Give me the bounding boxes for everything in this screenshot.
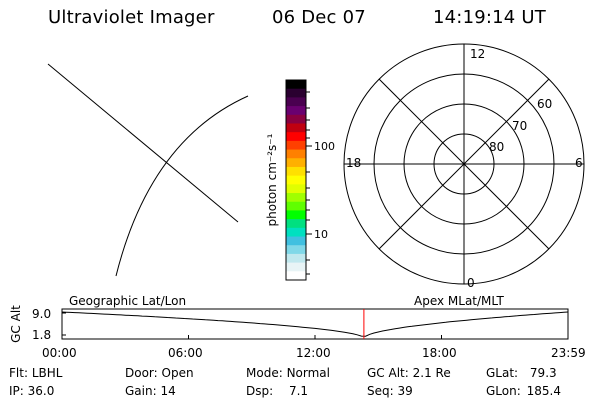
colorbar-segment (286, 193, 306, 203)
colorbar-segment (286, 262, 306, 272)
status-dsp-value: 7.1 (288, 384, 309, 398)
colorbar-ticks (306, 91, 312, 275)
timeline-ticks (61, 312, 569, 339)
y-tick-label-top: 9.0 (32, 307, 52, 321)
status-mode-label: Mode: (246, 366, 283, 380)
status-gain: Gain: 14 (125, 384, 176, 398)
status-glon-label: GLon: (486, 384, 521, 398)
geographic-grid (47, 63, 249, 277)
timeline-right-label: Apex MLat/MLT (414, 294, 504, 308)
mlt-label-0: 0 (467, 276, 475, 290)
colorbar-segment (286, 123, 306, 133)
status-gain-value: 14 (160, 384, 176, 398)
colorbar-segment (286, 114, 306, 125)
status-seq-value: 39 (397, 384, 413, 398)
status-door-value: Open (161, 366, 194, 380)
status-gcalt: GC Alt: 2.1 Re (367, 366, 451, 380)
colorbar-segment (286, 88, 306, 98)
colorbar-segment (286, 227, 306, 238)
status-ip-label: IP: (9, 384, 24, 398)
colorbar-segment (286, 210, 306, 220)
timeline-frame (61, 308, 569, 340)
status-filter-label: Flt: (9, 366, 28, 380)
status-gcalt-value: 2.1 Re (412, 366, 451, 380)
status-filter-value: LBHL (31, 366, 63, 380)
status-glon: GLon: 185.4 (486, 384, 561, 398)
status-gain-label: Gain: (125, 384, 157, 398)
colorbar-segment (286, 140, 306, 151)
colorbar-segment (286, 245, 306, 255)
instrument-title: Ultraviolet Imager (48, 7, 215, 28)
status-gcalt-label: GC Alt: (367, 366, 409, 380)
status-glon-value: 185.4 (526, 384, 561, 398)
header-date: 06 Dec 07 (272, 7, 366, 28)
colorbar-segment (286, 106, 306, 116)
x-tick-label-1800: 18:00 (422, 346, 457, 360)
colorbar-segment (286, 158, 306, 168)
polar-diagonal-ne-sw (378, 78, 550, 250)
timeline-left-label: Geographic Lat/Lon (69, 294, 187, 308)
colorbar-segment (286, 149, 306, 159)
colorbar-segment (286, 132, 306, 142)
status-door-label: Door: (125, 366, 158, 380)
status-glat-label: GLat: (486, 366, 519, 380)
mlt-label-6: 6 (575, 156, 583, 170)
colorbar-segment (286, 184, 306, 194)
geo-grid-line-curve (115, 95, 249, 277)
timeline-y-label: GC Alt (9, 305, 23, 343)
status-glat-value: 79.3 (529, 366, 557, 380)
status-door: Door: Open (125, 366, 194, 380)
header-time: 14:19:14 UT (433, 7, 546, 28)
geo-grid-line-diagonal (47, 63, 239, 223)
colorbar-tick-label-10: 10 (314, 228, 328, 241)
mlat-label-60: 60 (537, 97, 553, 111)
x-tick-label-1200: 12:00 (296, 346, 331, 360)
polar-plot (343, 43, 585, 285)
x-tick-label-2359: 23:59 (551, 346, 586, 360)
colorbar-segment (286, 80, 306, 90)
status-mode: Mode: Normal (246, 366, 330, 380)
status-glat: GLat: 79.3 (486, 366, 557, 380)
mlat-label-70: 70 (512, 119, 528, 133)
colorbar-segment (286, 166, 306, 177)
status-seq-label: Seq: (367, 384, 394, 398)
status-ip-value: 36.0 (27, 384, 55, 398)
y-tick-label-bottom: 1.8 (32, 328, 52, 342)
status-seq: Seq: 39 (367, 384, 413, 398)
mlt-label-18: 18 (346, 156, 362, 170)
x-tick-label-0000: 00:00 (42, 346, 77, 360)
status-ip: IP: 36.0 (9, 384, 54, 398)
colorbar-unit-label: photon cm⁻²s⁻¹ (265, 133, 279, 226)
colorbar-segment (286, 97, 306, 107)
gc-altitude-curve (61, 311, 569, 337)
colorbar (286, 80, 306, 281)
colorbar-segment (286, 253, 306, 264)
colorbar-segment (286, 236, 306, 246)
mlat-label-80: 80 (489, 140, 505, 154)
x-tick-label-0600: 06:00 (168, 346, 203, 360)
colorbar-tick-label-100: 100 (314, 140, 335, 153)
colorbar-segment (286, 271, 306, 281)
mlt-label-12: 12 (470, 47, 486, 61)
colorbar-segment (286, 175, 306, 185)
status-filter: Flt: LBHL (9, 366, 62, 380)
colorbar-segment (286, 201, 306, 212)
status-dsp: Dsp: 7.1 (246, 384, 308, 398)
status-mode-value: Normal (286, 366, 330, 380)
colorbar-segment (286, 219, 306, 229)
status-dsp-label: Dsp: (246, 384, 274, 398)
colorbar-frame (285, 79, 307, 281)
